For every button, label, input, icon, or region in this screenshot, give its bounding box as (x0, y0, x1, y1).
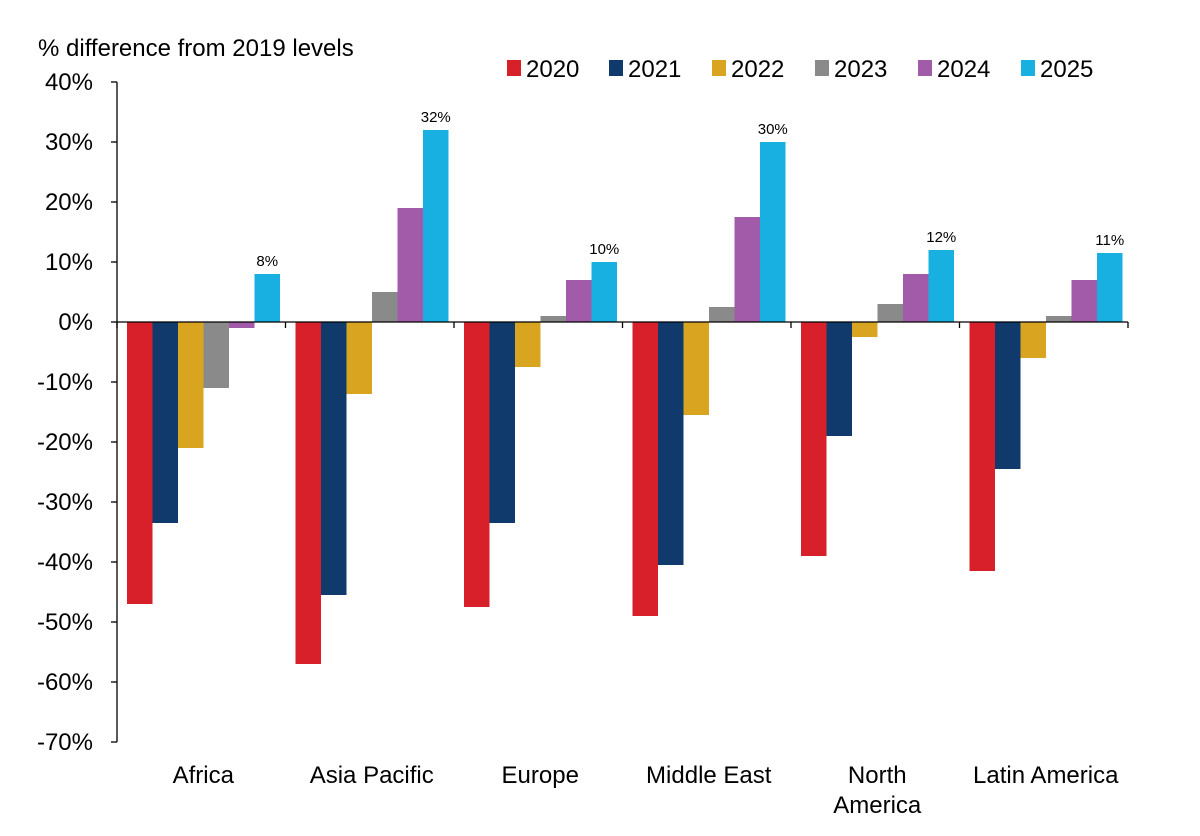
bar-asia-pacific-2022 (346, 322, 372, 394)
category-label: Africa (173, 762, 235, 789)
bar-middle-east-2023 (709, 307, 735, 322)
bar-latin-america-2022 (1020, 322, 1046, 358)
category-label: Europe (502, 762, 579, 789)
bars (127, 130, 1123, 664)
bar-north-america-2023 (877, 304, 903, 322)
bar-africa-2021 (152, 322, 178, 523)
category-label: Middle East (646, 762, 772, 789)
legend-label-2022: 2022 (731, 56, 784, 83)
bar-africa-2024 (229, 322, 255, 328)
category-label: America (833, 792, 922, 819)
bar-middle-east-2022 (683, 322, 709, 415)
category-label: North (848, 762, 907, 789)
y-axis-title: % difference from 2019 levels (38, 35, 354, 62)
bar-africa-2025 (254, 274, 280, 322)
category-label: Asia Pacific (310, 762, 434, 789)
data-label: 12% (926, 229, 956, 246)
bar-latin-america-2024 (1071, 280, 1097, 322)
bar-asia-pacific-2021 (321, 322, 347, 595)
y-tick-label: 10% (45, 249, 93, 276)
bar-europe-2025 (591, 262, 617, 322)
bar-africa-2023 (203, 322, 229, 388)
y-tick-label: -30% (37, 489, 93, 516)
category-label: Latin America (973, 762, 1119, 789)
y-tick-label: 20% (45, 189, 93, 216)
bar-latin-america-2023 (1046, 316, 1072, 322)
bar-europe-2022 (515, 322, 541, 367)
data-label: 30% (758, 121, 788, 138)
data-label: 32% (421, 109, 451, 126)
y-tick-label: -10% (37, 369, 93, 396)
bar-africa-2022 (178, 322, 204, 448)
y-tick-label: 0% (58, 309, 93, 336)
legend-swatch-2020 (507, 60, 521, 76)
bar-north-america-2020 (801, 322, 827, 556)
y-tick-label: -40% (37, 549, 93, 576)
y-tick-label: 30% (45, 129, 93, 156)
bar-latin-america-2021 (995, 322, 1021, 469)
bar-asia-pacific-2025 (423, 130, 449, 322)
legend-swatch-2022 (712, 60, 726, 76)
bar-middle-east-2024 (734, 217, 760, 322)
bar-north-america-2021 (826, 322, 852, 436)
y-tick-label: -70% (37, 729, 93, 756)
legend-label-2021: 2021 (628, 56, 681, 83)
y-tick-label: -50% (37, 609, 93, 636)
data-label: 10% (589, 241, 619, 258)
bar-north-america-2022 (852, 322, 878, 337)
legend-label-2024: 2024 (937, 56, 990, 83)
bar-middle-east-2021 (658, 322, 684, 565)
data-label: 11% (1095, 232, 1124, 249)
bar-africa-2020 (127, 322, 153, 604)
bar-asia-pacific-2023 (372, 292, 398, 322)
bar-latin-america-2025 (1097, 253, 1123, 322)
legend-label-2025: 2025 (1040, 56, 1093, 83)
axes: 40% 30% 20% 10% 0% -10% -20% -30% -40% -50% -60% -7… (37, 69, 1129, 819)
y-tick-label: 40% (45, 69, 93, 96)
bar-europe-2021 (489, 322, 515, 523)
bar-north-america-2024 (903, 274, 929, 322)
bar-asia-pacific-2024 (397, 208, 423, 322)
data-labels: 8% 32% 10% 30% 12% 11% (256, 109, 1124, 270)
data-label: 8% (256, 253, 278, 270)
bar-europe-2023 (540, 316, 566, 322)
y-tick-label: -60% (37, 669, 93, 696)
legend-swatch-2023 (815, 60, 829, 76)
legend: 2020 2021 2022 2023 2024 2025 (507, 56, 1093, 83)
bar-middle-east-2025 (760, 142, 786, 322)
legend-label-2023: 2023 (834, 56, 887, 83)
legend-label-2020: 2020 (526, 56, 579, 83)
bar-middle-east-2020 (632, 322, 658, 616)
bar-europe-2024 (566, 280, 592, 322)
legend-swatch-2024 (918, 60, 932, 76)
legend-swatch-2025 (1021, 60, 1035, 76)
bar-latin-america-2020 (969, 322, 995, 571)
y-tick-label: -20% (37, 429, 93, 456)
bar-north-america-2025 (928, 250, 954, 322)
bar-europe-2020 (464, 322, 490, 607)
bar-asia-pacific-2020 (295, 322, 321, 664)
legend-swatch-2021 (609, 60, 623, 76)
